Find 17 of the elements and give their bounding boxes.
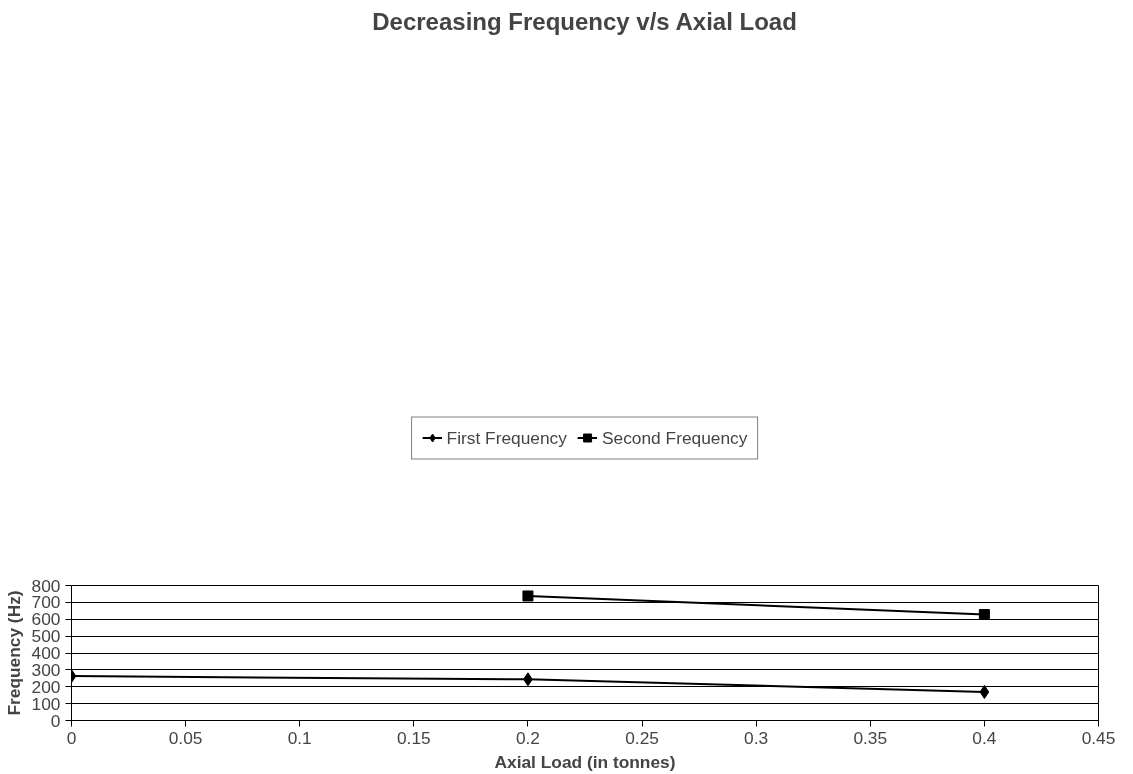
x-tick-label: 0.05	[168, 727, 203, 748]
x-tick-label: 0.25	[625, 727, 659, 748]
x-tick-label: 0.35	[853, 727, 888, 748]
x-tick-label: 0.45	[1081, 727, 1116, 748]
legend-label: First Frequency	[446, 427, 567, 449]
x-tick-label: 0.15	[396, 727, 431, 748]
x-tick-label: 0.2	[515, 727, 540, 748]
x-tick-label: 0	[66, 727, 77, 748]
point	[522, 590, 534, 602]
legend-label: Second Frequency	[601, 427, 748, 449]
x-tick-label: 0.1	[287, 727, 312, 748]
point	[979, 684, 990, 699]
x-tick-label: 0.3	[744, 727, 769, 748]
x-axis-title: Axial Load (in tonnes)	[494, 751, 676, 772]
chart-title: Decreasing Frequency v/s Axial Load	[372, 7, 797, 35]
y-axis-title: Frequency (Hz)	[3, 590, 24, 716]
x-tick-label: 0.4	[972, 727, 997, 748]
